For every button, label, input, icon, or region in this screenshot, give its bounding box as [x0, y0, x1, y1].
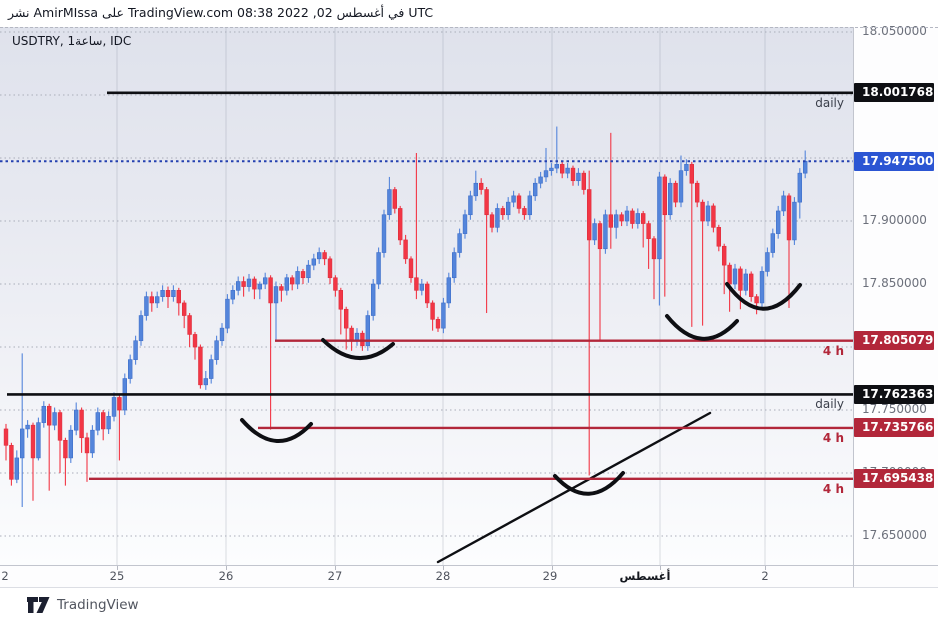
time-tick: [660, 566, 661, 570]
time-tick-label: 29: [542, 569, 558, 583]
grid-vertical: [116, 27, 766, 565]
arc-annotation-5[interactable]: [725, 282, 802, 311]
arc-annotation-2[interactable]: [240, 418, 313, 443]
time-tick-label: 26: [218, 569, 234, 583]
price-badge-4h: 17.735766: [854, 418, 934, 438]
time-tick-label: 28: [435, 569, 451, 583]
level-label-4h: 4 h: [822, 430, 844, 445]
price-tick-label: 17.850000: [862, 276, 927, 291]
share-header: نشر AmirMIssa على TradingView.com في أغس…: [0, 0, 938, 27]
footer: TradingView: [0, 587, 938, 627]
time-tick: [335, 566, 336, 570]
price-tick-label: 17.650000: [862, 528, 927, 543]
share-header-text: نشر AmirMIssa على TradingView.com في أغس…: [8, 5, 434, 20]
price-badge-last: 17.947500: [854, 151, 934, 171]
time-tick-label: 2: [761, 569, 769, 583]
time-tick: [226, 566, 227, 570]
arc-annotation-1[interactable]: [321, 338, 395, 360]
level-label-4h: 4 h: [822, 343, 844, 358]
time-tick: [765, 566, 766, 570]
price-tick-label: 17.750000: [862, 402, 927, 417]
arc-annotations[interactable]: [240, 282, 802, 496]
time-axis[interactable]: 2 25 26 27 28 29 أغسطس 2: [0, 565, 938, 588]
axis-separator: [853, 566, 854, 587]
time-tick-label: 2: [1, 569, 9, 583]
symbol-legend[interactable]: USDTRY, 1ساعة, IDC: [12, 34, 132, 48]
level-label-daily: daily: [815, 397, 844, 412]
trendline[interactable]: [436, 411, 712, 564]
time-tick: [117, 566, 118, 570]
price-tick-label: 17.900000: [862, 213, 927, 228]
price-badge-daily: 18.001768: [854, 83, 934, 103]
time-tick-label: أغسطس: [619, 569, 671, 583]
time-tick: [552, 566, 553, 570]
levels-layer[interactable]: [0, 91, 853, 480]
time-tick-label: 25: [109, 569, 125, 583]
tradingview-logo[interactable]: TradingView: [27, 596, 139, 614]
time-tick: [443, 566, 444, 570]
price-badge-4h: 17.805079: [854, 331, 934, 351]
price-badge-4h: 17.695438: [854, 469, 934, 489]
price-axis[interactable]: 18.05000017.90000017.85000017.80000017.7…: [853, 24, 938, 565]
level-label-4h: 4 h: [822, 481, 844, 496]
chart-pane[interactable]: USDTRY, 1ساعة, IDC daily 4 h daily 4 h 4 h: [0, 27, 853, 565]
arc-annotation-4[interactable]: [665, 314, 739, 341]
chart-top-border: [0, 27, 938, 28]
level-label-daily: daily: [815, 95, 844, 110]
price-badge-daily: 17.762363: [854, 384, 934, 404]
chart-canvas[interactable]: [0, 27, 853, 565]
tradingview-logo-icon: [27, 597, 50, 613]
arc-annotation-3[interactable]: [553, 471, 625, 496]
candles-layer: [3, 126, 808, 508]
tradingview-logo-text: TradingView: [57, 597, 139, 613]
time-tick-label: 27: [327, 569, 343, 583]
